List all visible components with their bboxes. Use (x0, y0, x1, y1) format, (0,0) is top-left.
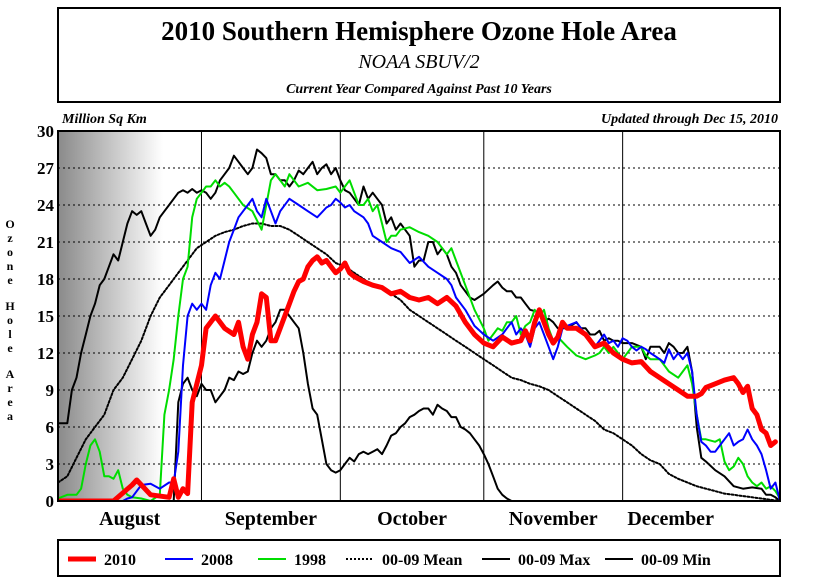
units-label: Million Sq Km (61, 112, 147, 127)
x-axis-months: August September October November December (99, 508, 714, 530)
y-tick-label: 21 (37, 233, 54, 252)
y-tick-label: 18 (37, 270, 54, 289)
y-tick-label: 27 (37, 159, 55, 178)
y-axis-label-char: O (5, 217, 14, 231)
y-axis-label-char: e (7, 395, 13, 409)
y-axis-label-char: n (7, 259, 14, 273)
updated-label: Updated through Dec 15, 2010 (601, 112, 778, 127)
y-axis-ticks: 0 3 6 9 12 15 18 21 24 27 30 (37, 122, 55, 511)
y-axis-label-char: a (7, 409, 13, 423)
y-axis-label-char: r (7, 381, 13, 395)
y-tick-label: 9 (46, 381, 55, 400)
legend-label: 1998 (294, 552, 326, 569)
series-line-00-09-max (58, 148, 780, 501)
chart-title: 2010 Southern Hemisphere Ozone Hole Area (161, 16, 677, 46)
month-label: December (627, 508, 714, 530)
legend-label: 00-09 Min (641, 552, 711, 569)
y-axis-label-char: e (7, 341, 13, 355)
series-line-2010 (58, 254, 778, 501)
y-axis-label-char: o (7, 313, 13, 327)
month-label: September (225, 508, 317, 530)
y-axis-label-char: H (5, 299, 15, 313)
title-box (57, 7, 781, 103)
y-tick-label: 30 (37, 122, 54, 141)
month-label: November (509, 508, 598, 530)
series-line-2008 (58, 197, 780, 501)
legend-label: 00-09 Max (518, 552, 590, 569)
legend-label: 00-09 Mean (382, 552, 463, 569)
y-tick-label: 3 (46, 455, 55, 474)
series-line-00-09-min (58, 308, 513, 501)
legend: 2010 2008 1998 00-09 Mean 00-09 Max 00-09 Min (68, 552, 711, 569)
y-tick-label: 15 (37, 307, 54, 326)
chart-subsubtitle: Current Year Compared Against Past 10 Ye… (286, 82, 552, 97)
y-axis-label-char: z (7, 231, 13, 245)
y-axis-label-char: o (7, 245, 13, 259)
y-tick-label: 0 (46, 492, 55, 511)
chart-subtitle: NOAA SBUV/2 (357, 51, 479, 73)
y-axis-label-char: e (7, 273, 13, 287)
y-tick-label: 12 (37, 344, 54, 363)
month-label: October (377, 508, 447, 530)
series-line-00-09-mean (58, 222, 780, 501)
legend-label: 2010 (104, 552, 136, 569)
legend-label: 2008 (201, 552, 233, 569)
month-label: August (99, 508, 160, 530)
series-group (58, 148, 780, 501)
plot-frame (57, 130, 781, 502)
y-tick-label: 24 (37, 196, 55, 215)
early-august-shading (58, 131, 163, 501)
y-tick-label: 6 (46, 418, 55, 437)
series-line-1998 (58, 173, 780, 501)
y-axis-label-char: A (6, 367, 15, 381)
y-axis-label-char: l (8, 327, 12, 341)
